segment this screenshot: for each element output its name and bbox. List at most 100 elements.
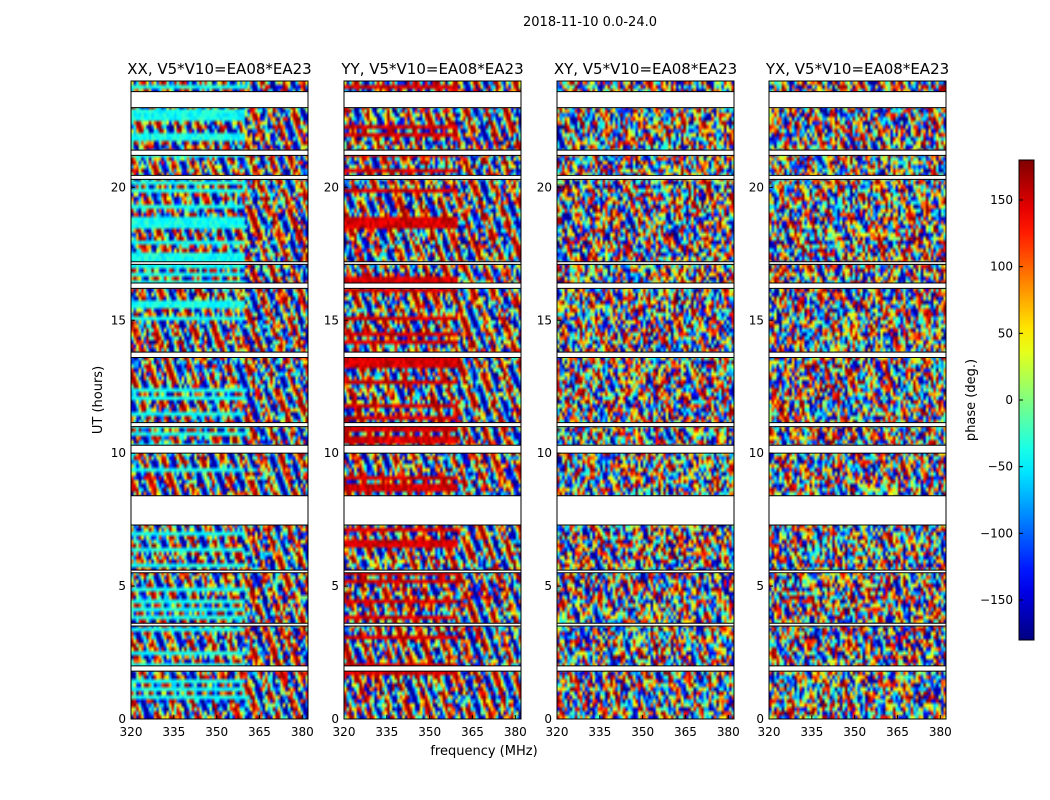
panel-title: XX, V5*V10=EA08*EA23 [127,60,311,78]
data-gap [557,150,734,156]
x-tick-label: 350 [843,725,866,739]
figure-suptitle: 2018-11-10 0.0-24.0 [523,15,657,30]
data-gap [344,175,521,180]
colorbar-label: phase (deg.) [964,359,979,441]
data-gap [344,495,521,525]
x-tick-label: 380 [504,725,527,739]
x-tick-label: 365 [248,725,271,739]
data-gap [557,570,734,573]
x-tick-label: 365 [886,725,909,739]
data-gap [131,570,308,573]
x-tick-label: 335 [800,725,823,739]
colorbar-tick-label: −50 [988,460,1013,474]
data-gap [769,91,946,108]
y-tick-label: 0 [331,712,339,726]
x-tick-label: 335 [375,725,398,739]
data-gap [344,570,521,573]
x-axis-label: frequency (MHz) [430,744,537,759]
data-gap [769,570,946,573]
panel-frame [768,80,947,720]
data-gap [557,283,734,289]
x-tick-label: 350 [205,725,228,739]
phase-heatmap [769,81,946,719]
data-gap [557,175,734,180]
data-gap [131,150,308,156]
phase-heatmap [344,81,521,719]
data-gap [769,261,946,265]
data-gap [557,352,734,358]
y-tick-label: 15 [111,313,126,327]
y-tick-label: 5 [544,579,552,593]
data-gap [557,422,734,427]
colorbar-tick-label: −100 [980,526,1013,540]
x-tick-label: 320 [758,725,781,739]
panel-title: XY, V5*V10=EA08*EA23 [554,60,737,78]
y-tick-label: 15 [749,313,764,327]
y-tick-label: 20 [537,180,552,194]
panel-title: YY, V5*V10=EA08*EA23 [340,60,523,78]
data-gap [131,623,308,626]
colorbar-tick-label: 50 [998,326,1013,340]
data-gap [557,445,734,454]
data-gap [344,150,521,156]
y-tick-label: 5 [756,579,764,593]
y-tick-label: 0 [118,712,126,726]
data-gap [131,495,308,525]
y-tick-label: 15 [537,313,552,327]
data-gap [131,283,308,289]
x-tick-label: 320 [546,725,569,739]
x-tick-label: 320 [333,725,356,739]
x-tick-label: 350 [631,725,654,739]
data-gap [131,445,308,454]
x-tick-label: 320 [120,725,143,739]
colorbar-tick-label: 0 [1005,393,1013,407]
data-gap [131,352,308,358]
data-gap [131,175,308,180]
data-gap [557,495,734,525]
data-gap [769,445,946,454]
x-tick-label: 380 [929,725,952,739]
data-gap [344,283,521,289]
panel-3: YX, V5*V10=EA08*EA23 320 335 350 365 380 0 5 10 1… [749,60,952,739]
x-tick-label: 350 [418,725,441,739]
data-gap [131,91,308,108]
colorbar-tick-label: 100 [990,260,1013,274]
y-tick-label: 0 [544,712,552,726]
data-gap [769,623,946,626]
data-gap [769,175,946,180]
data-gap [557,665,734,672]
x-tick-label: 380 [291,725,314,739]
data-gap [344,422,521,427]
phase-heatmap [557,81,734,719]
panel-title: YX, V5*V10=EA08*EA23 [765,60,949,78]
panel-1: YY, V5*V10=EA08*EA23 320 335 350 365 380 0 5 10 1… [324,60,527,739]
x-tick-label: 380 [717,725,740,739]
data-gap [344,445,521,454]
data-gap [557,91,734,108]
panel-frame [130,80,309,720]
data-gap [344,352,521,358]
x-tick-label: 365 [674,725,697,739]
y-tick-label: 10 [111,446,126,460]
data-gap [769,422,946,427]
panel-0: XX, V5*V10=EA08*EA23 320 335 350 365 380 0 5 10 1… [111,60,314,739]
panel-2: XY, V5*V10=EA08*EA23 320 335 350 365 380 0 5 10 1… [537,60,740,739]
y-tick-label: 15 [324,313,339,327]
data-gap [769,665,946,672]
y-tick-label: 5 [118,579,126,593]
y-tick-label: 10 [537,446,552,460]
data-gap [344,91,521,108]
y-tick-label: 10 [749,446,764,460]
x-tick-label: 365 [461,725,484,739]
y-tick-label: 20 [324,180,339,194]
panels: XX, V5*V10=EA08*EA23 320 335 350 365 380 0 5 10 1… [111,60,952,739]
data-gap [557,623,734,626]
data-gap [769,283,946,289]
data-gap [344,665,521,672]
data-gap [344,623,521,626]
data-gap [131,422,308,427]
y-tick-label: 20 [749,180,764,194]
phase-heatmap [131,81,308,719]
x-tick-label: 335 [588,725,611,739]
